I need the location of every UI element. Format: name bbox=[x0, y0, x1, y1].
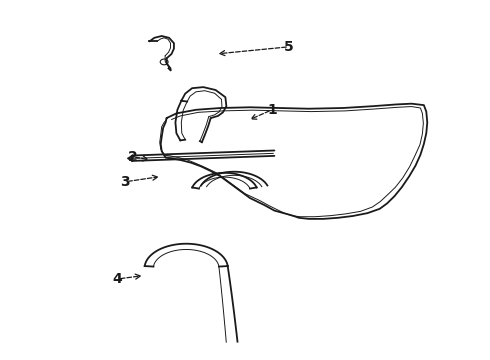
Text: 2: 2 bbox=[127, 150, 137, 163]
Text: 1: 1 bbox=[267, 103, 277, 117]
Text: 3: 3 bbox=[120, 175, 130, 189]
Text: 5: 5 bbox=[284, 40, 294, 54]
Text: 4: 4 bbox=[113, 272, 122, 286]
